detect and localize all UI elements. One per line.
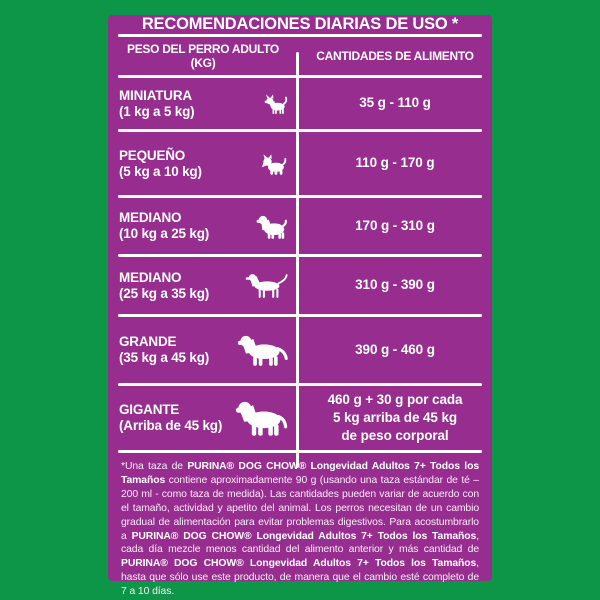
weight-cell: MEDIANO (10 kg a 25 kg) — [108, 210, 298, 242]
size-block: MINIATURA (1 kg a 5 kg) — [119, 87, 195, 120]
table-row-mediano-2: MEDIANO (25 kg a 35 kg) 310 g - 390 g — [108, 257, 492, 314]
divider-line — [118, 450, 482, 453]
divider-line — [118, 75, 482, 78]
table-row-pequeno: PEQUEÑO (5 kg a 10 kg) 110 g - 170 g — [108, 132, 492, 195]
weight-cell: GIGANTE (Arriba de 45 kg) — [108, 400, 298, 437]
size-label: MEDIANO — [119, 210, 182, 226]
chihuahua-dog-icon — [264, 93, 288, 114]
divider-line — [118, 195, 482, 198]
weight-cell: MINIATURA (1 kg a 5 kg) — [108, 88, 298, 120]
amount-value: 110 g - 170 g — [355, 155, 435, 171]
labrador-dog-icon — [237, 335, 288, 366]
column-header-amount: CANTIDADES DE ALIMENTO — [316, 49, 474, 63]
table-row-miniatura: MINIATURA (1 kg a 5 kg) 35 g - 110 g — [108, 78, 492, 129]
size-label: PEQUEÑO — [119, 147, 186, 163]
size-label: GRANDE — [119, 334, 177, 350]
column-header-weight: PESO DEL PERRO ADULTO (KG) — [127, 42, 279, 70]
weight-cell: MEDIANO (25 kg a 35 kg) — [108, 270, 298, 302]
size-label: MEDIANO — [119, 269, 182, 285]
table-row-grande: GRANDE (35 kg a 45 kg) 390 g - 460 g — [108, 317, 492, 383]
amount-value: 35 g - 110 g — [359, 95, 431, 111]
weight-range-label: (35 kg a 45 kg) — [119, 350, 210, 365]
footnote: *Una taza de PURINA® DOG CHOW® Longevida… — [121, 461, 480, 598]
column-divider-line — [296, 52, 299, 468]
mastiff-dog-icon — [235, 401, 288, 436]
table-row-gigante: GIGANTE (Arriba de 45 kg) 460 g + 30 g p… — [108, 386, 492, 450]
feeding-guide-panel: RECOMENDACIONES DIARIAS DE USO * PESO DE… — [108, 15, 492, 597]
divider-line — [118, 383, 482, 386]
table-row-mediano-1: MEDIANO (10 kg a 25 kg) 170 g - 310 g — [108, 198, 492, 254]
weight-cell: GRANDE (35 kg a 45 kg) — [108, 334, 298, 367]
cocker-dog-icon — [256, 215, 287, 239]
size-block: MEDIANO (10 kg a 25 kg) — [119, 210, 209, 242]
weight-range-label: (Arriba de 45 kg) — [119, 418, 223, 433]
size-label: GIGANTE — [119, 402, 180, 418]
weight-range-label: (25 kg a 35 kg) — [119, 285, 210, 301]
amount-value: 170 g - 310 g — [355, 217, 435, 233]
divider-line — [118, 254, 482, 257]
panel-title: RECOMENDACIONES DIARIAS DE USO * — [141, 15, 459, 33]
table-header-row: PESO DEL PERRO ADULTO (KG) CANTIDADES DE… — [108, 37, 492, 75]
pointer-dog-icon — [245, 274, 288, 298]
amount-value: 310 g - 390 g — [355, 277, 435, 293]
amount-value: 390 g - 460 g — [355, 341, 435, 357]
size-block: MEDIANO (25 kg a 35 kg) — [119, 270, 209, 302]
size-block: GIGANTE (Arriba de 45 kg) — [119, 402, 222, 434]
weight-range-label: (1 kg a 5 kg) — [119, 103, 195, 119]
amount-value: 460 g + 30 g por cada 5 kg arriba de 45 … — [327, 391, 463, 444]
divider-line — [118, 314, 482, 317]
size-block: PEQUEÑO (5 kg a 10 kg) — [119, 148, 202, 180]
weight-range-label: (5 kg a 10 kg) — [119, 163, 202, 179]
divider-line — [118, 129, 482, 132]
terrier-dog-icon — [261, 153, 287, 175]
weight-range-label: (10 kg a 25 kg) — [119, 226, 210, 241]
weight-cell: PEQUEÑO (5 kg a 10 kg) — [108, 148, 298, 180]
divider-line — [118, 34, 482, 37]
size-block: GRANDE (35 kg a 45 kg) — [119, 334, 209, 366]
size-label: MINIATURA — [119, 87, 192, 103]
